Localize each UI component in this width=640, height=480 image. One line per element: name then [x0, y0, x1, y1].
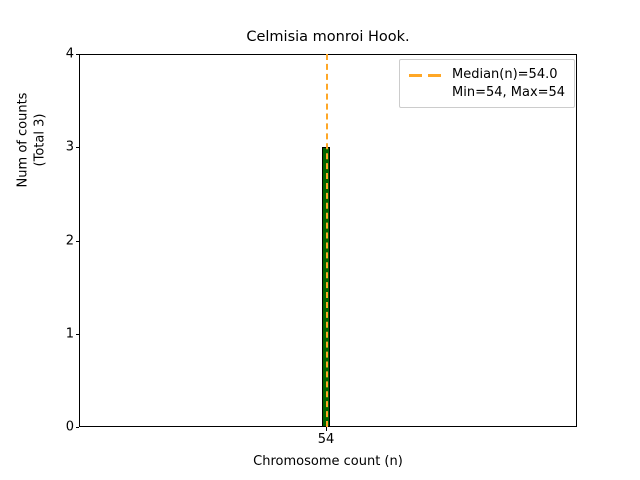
x-axis-label: Chromosome count (n)	[253, 454, 403, 469]
y-tick-mark-0	[75, 427, 79, 429]
x-tick-label-54: 54	[317, 432, 335, 447]
y-tick-mark-1	[75, 333, 79, 335]
legend-entry-median: Median(n)=54.0 Min=54, Max=54	[408, 66, 565, 101]
y-tick-mark-4	[75, 54, 79, 56]
x-tick-mark-54	[326, 427, 328, 431]
y-tick-mark-3	[75, 147, 79, 149]
y-tick-label-3: 3	[65, 139, 74, 155]
y-tick-label-0: 0	[65, 419, 74, 435]
dashed-line-icon	[408, 67, 444, 84]
y-tick-mark-2	[75, 240, 79, 242]
legend-label-median: Median(n)=54.0	[452, 67, 558, 82]
y-tick-label-2: 2	[65, 233, 74, 248]
y-tick-label-4: 4	[65, 46, 74, 62]
legend: Median(n)=54.0 Min=54, Max=54	[399, 59, 576, 108]
y-tick-label-1: 1	[65, 326, 74, 342]
legend-label-minmax: Min=54, Max=54	[452, 84, 566, 100]
median-line	[326, 54, 328, 427]
page-title: Celmisia monroi Hook.	[246, 29, 410, 45]
